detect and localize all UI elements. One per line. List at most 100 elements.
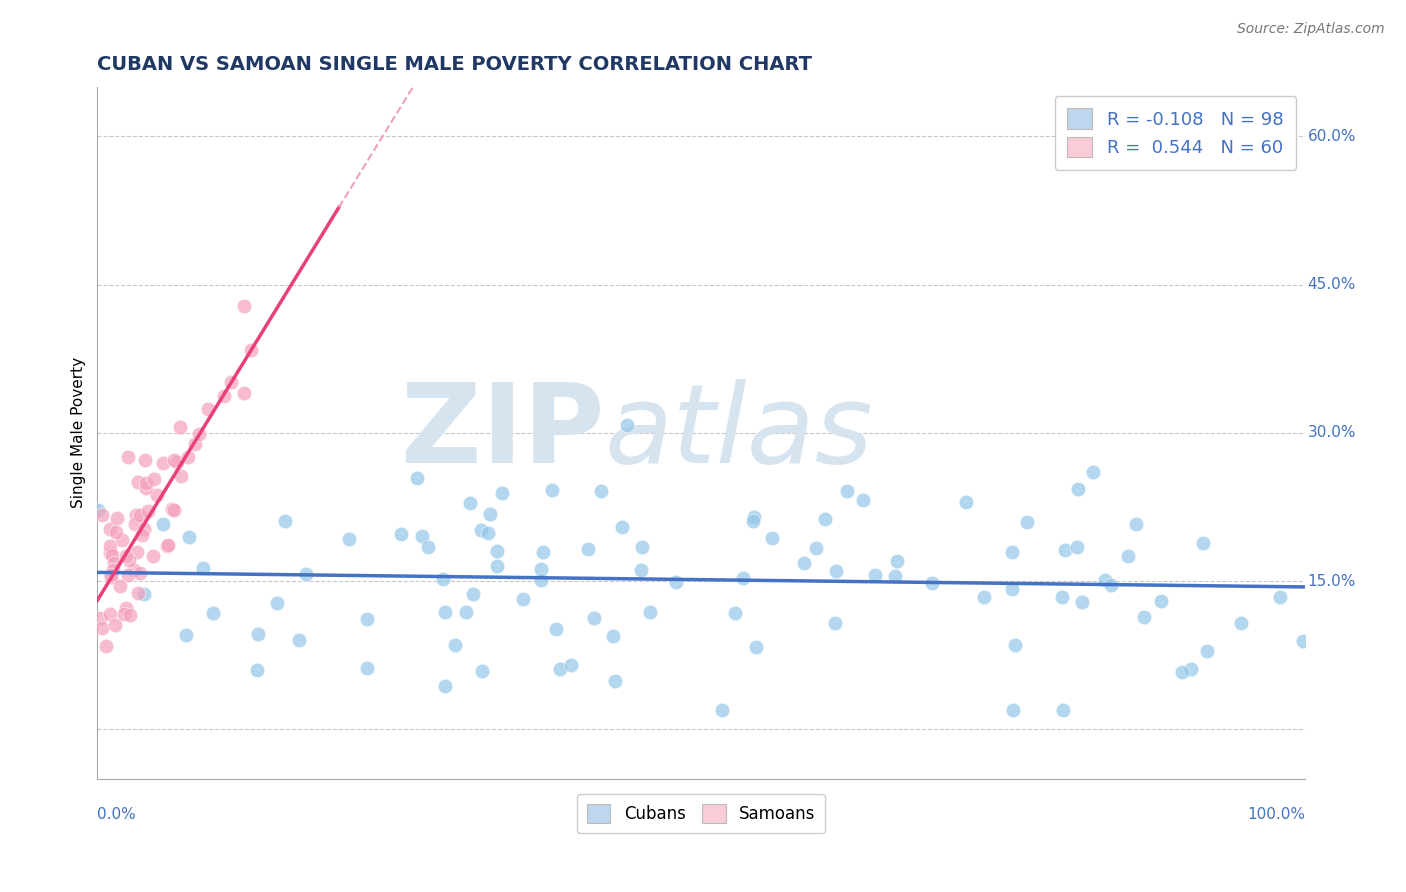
Point bbox=[356, 612, 378, 626]
Point bbox=[187, 426, 209, 441]
Point bbox=[589, 484, 612, 499]
Point bbox=[531, 545, 554, 559]
Point bbox=[193, 561, 215, 575]
Point bbox=[444, 638, 467, 652]
Point bbox=[219, 375, 242, 389]
Point bbox=[530, 562, 553, 576]
Point bbox=[742, 510, 765, 524]
Point bbox=[884, 569, 907, 583]
Point bbox=[1192, 536, 1215, 550]
Point bbox=[115, 600, 138, 615]
Point bbox=[1180, 662, 1202, 676]
Point bbox=[89, 611, 111, 625]
Point bbox=[117, 450, 139, 464]
Point bbox=[273, 514, 295, 528]
Point bbox=[122, 563, 145, 577]
Point bbox=[541, 483, 564, 497]
Point bbox=[1067, 482, 1090, 496]
Point bbox=[143, 472, 166, 486]
Text: 45.0%: 45.0% bbox=[1308, 277, 1355, 292]
Point bbox=[266, 596, 288, 610]
Point bbox=[247, 627, 270, 641]
Point bbox=[100, 567, 122, 582]
Point bbox=[733, 570, 755, 584]
Text: 60.0%: 60.0% bbox=[1308, 128, 1355, 144]
Point bbox=[129, 508, 152, 522]
Point bbox=[485, 544, 508, 558]
Point bbox=[955, 495, 977, 509]
Point bbox=[169, 468, 191, 483]
Point bbox=[1070, 595, 1092, 609]
Point bbox=[1004, 638, 1026, 652]
Point bbox=[835, 483, 858, 498]
Point bbox=[1230, 615, 1253, 630]
Point bbox=[1053, 543, 1076, 558]
Point bbox=[104, 617, 127, 632]
Point bbox=[1001, 545, 1024, 559]
Point bbox=[1001, 703, 1024, 717]
Point bbox=[1116, 549, 1139, 563]
Point bbox=[156, 539, 179, 553]
Text: 100.0%: 100.0% bbox=[1247, 806, 1305, 822]
Point bbox=[146, 488, 169, 502]
Point bbox=[921, 575, 943, 590]
Point bbox=[1125, 517, 1147, 532]
Point bbox=[135, 475, 157, 490]
Point bbox=[405, 471, 427, 485]
Point bbox=[174, 628, 197, 642]
Point bbox=[201, 606, 224, 620]
Point bbox=[1083, 465, 1105, 479]
Point bbox=[852, 492, 875, 507]
Text: 15.0%: 15.0% bbox=[1308, 574, 1355, 589]
Point bbox=[478, 507, 501, 521]
Point bbox=[131, 527, 153, 541]
Point bbox=[100, 570, 122, 584]
Point bbox=[132, 522, 155, 536]
Point bbox=[108, 578, 131, 592]
Point bbox=[127, 475, 149, 489]
Point bbox=[1099, 578, 1122, 592]
Point bbox=[356, 661, 378, 675]
Point bbox=[163, 503, 186, 517]
Point bbox=[1094, 573, 1116, 587]
Point bbox=[117, 567, 139, 582]
Point bbox=[411, 529, 433, 543]
Point bbox=[294, 566, 316, 581]
Point bbox=[470, 523, 492, 537]
Point bbox=[337, 532, 360, 546]
Point bbox=[814, 512, 837, 526]
Point bbox=[177, 450, 200, 465]
Point bbox=[630, 563, 652, 577]
Point bbox=[98, 607, 121, 622]
Point bbox=[111, 533, 134, 548]
Point bbox=[134, 587, 156, 601]
Point bbox=[156, 538, 179, 552]
Point bbox=[233, 386, 256, 401]
Point bbox=[391, 526, 413, 541]
Point bbox=[118, 553, 141, 567]
Point bbox=[239, 343, 262, 358]
Point bbox=[112, 607, 135, 621]
Point bbox=[603, 673, 626, 688]
Point bbox=[863, 568, 886, 582]
Point bbox=[512, 592, 534, 607]
Point bbox=[456, 606, 478, 620]
Point bbox=[886, 554, 908, 568]
Point bbox=[152, 456, 174, 470]
Point bbox=[548, 662, 571, 676]
Text: CUBAN VS SAMOAN SINGLE MALE POVERTY CORRELATION CHART: CUBAN VS SAMOAN SINGLE MALE POVERTY CORR… bbox=[97, 55, 813, 74]
Point bbox=[1052, 703, 1074, 717]
Point bbox=[125, 545, 148, 559]
Point bbox=[135, 481, 157, 495]
Point bbox=[1292, 634, 1315, 648]
Y-axis label: Single Male Poverty: Single Male Poverty bbox=[72, 358, 86, 508]
Point bbox=[1150, 594, 1173, 608]
Point bbox=[825, 564, 848, 578]
Point bbox=[793, 557, 815, 571]
Point bbox=[1052, 591, 1074, 605]
Point bbox=[610, 520, 633, 534]
Point bbox=[761, 531, 783, 545]
Point bbox=[166, 455, 188, 469]
Point bbox=[87, 503, 110, 517]
Point bbox=[160, 502, 183, 516]
